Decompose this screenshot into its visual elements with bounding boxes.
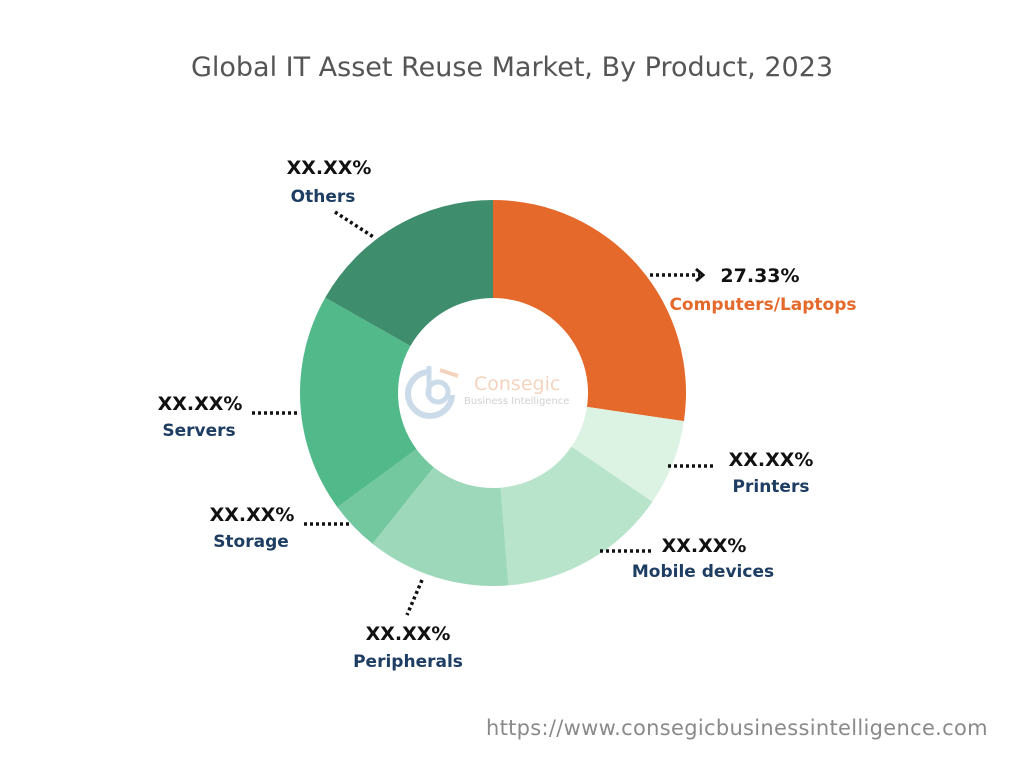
source-url: https://www.consegicbusinessintelligence… [486,716,988,740]
slice-others [325,200,493,347]
watermark-name: Consegic [474,373,560,395]
category-label-mobile-devices: Mobile devices [632,562,774,582]
category-label-others: Others [291,187,356,207]
slice-servers [300,297,417,508]
leader-line-others [334,210,376,240]
value-label-storage: XX.XX% [210,504,295,526]
value-label-servers: XX.XX% [158,393,243,415]
category-label-storage: Storage [213,532,289,552]
arrow-icon [695,267,706,283]
consegic-logo-watermark: Consegic Business Intelligence [405,366,569,419]
category-label-computers-laptops: Computers/Laptops [669,295,856,315]
chart-title: Global IT Asset Reuse Market, By Product… [190,52,834,83]
slice-mobile-devices [500,446,653,586]
category-label-printers: Printers [733,477,810,497]
value-label-peripherals: XX.XX% [366,623,451,645]
value-label-mobile-devices: XX.XX% [662,535,747,557]
slice-computers-laptops [493,200,686,422]
value-label-others: XX.XX% [287,157,372,179]
value-label-printers: XX.XX% [729,449,814,471]
slice-printers [571,406,684,502]
slice-storage [337,449,434,544]
category-label-servers: Servers [162,421,235,441]
value-label-computers-laptops: 27.33% [720,265,799,287]
leader-line-peripherals [405,579,424,616]
slice-peripherals [372,467,509,586]
watermark-tagline: Business Intelligence [464,396,569,407]
category-label-peripherals: Peripherals [353,652,463,672]
